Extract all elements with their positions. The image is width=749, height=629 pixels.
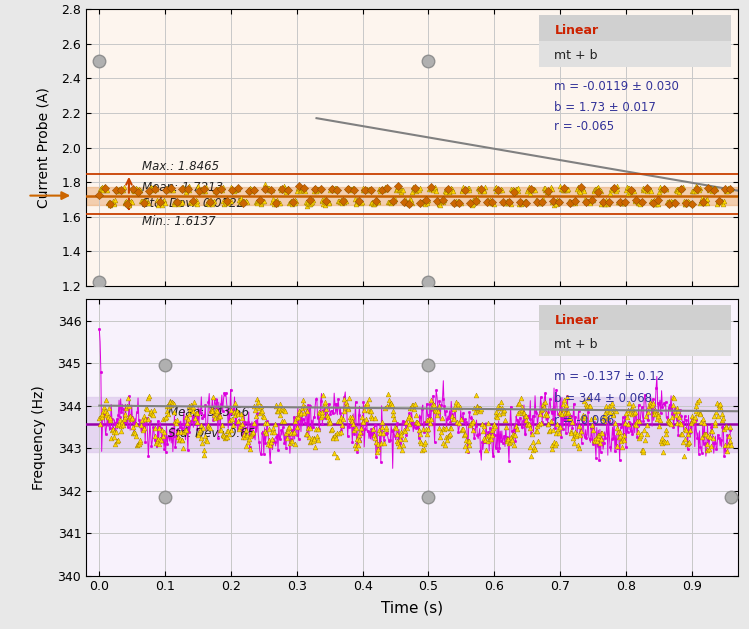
Text: Std. Dev.: 0.0522: Std. Dev.: 0.0522	[142, 198, 244, 210]
Bar	[86, 397, 738, 452]
Text: Min.: 1.6137: Min.: 1.6137	[142, 215, 216, 228]
Text: Mean: 1.7213: Mean: 1.7213	[142, 181, 223, 194]
Text: Mean: 343.56: Mean: 343.56	[169, 406, 249, 419]
Text: Max.: 1.8465: Max.: 1.8465	[142, 160, 219, 173]
X-axis label: Time (s): Time (s)	[381, 600, 443, 615]
Text: Std. Dev.: 0.65: Std. Dev.: 0.65	[169, 427, 255, 440]
Bar	[86, 187, 738, 204]
Y-axis label: Current Probe (A): Current Probe (A)	[36, 87, 50, 208]
Y-axis label: Frequency (Hz): Frequency (Hz)	[32, 385, 46, 490]
